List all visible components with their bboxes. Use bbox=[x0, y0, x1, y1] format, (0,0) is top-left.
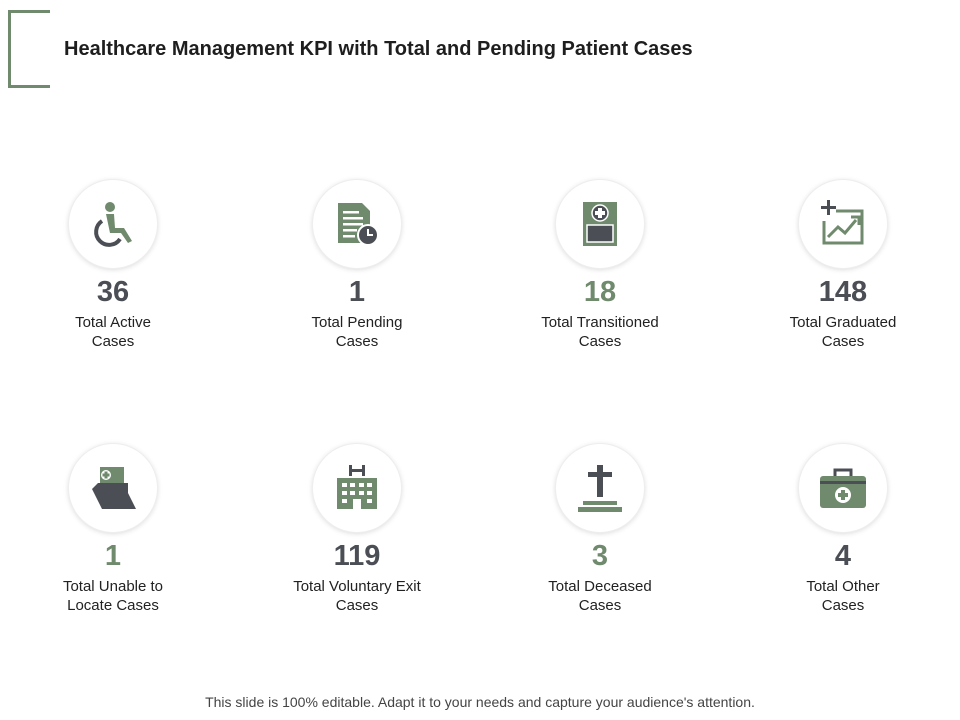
icon-circle bbox=[799, 444, 887, 532]
kpi-total-graduated: 148 Total Graduated Cases bbox=[743, 180, 943, 351]
kpi-total-other: 4 Total Other Cases bbox=[743, 444, 943, 615]
page-title: Healthcare Management KPI with Total and… bbox=[64, 38, 693, 60]
medical-folder-icon bbox=[92, 467, 136, 509]
kpi-value: 18 bbox=[583, 276, 617, 308]
kpi-total-deceased: 3 Total Deceased Cases bbox=[500, 444, 700, 615]
title-bracket-decoration bbox=[8, 10, 50, 88]
kpi-label: Total Deceased Cases bbox=[548, 578, 652, 614]
kpi-label: Total Pending Cases bbox=[311, 314, 403, 350]
kpi-total-voluntary-exit: 119 Total Voluntary Exit Cases bbox=[257, 444, 457, 615]
icon-circle bbox=[69, 180, 157, 268]
kpi-label: Total Active Cases bbox=[75, 314, 151, 350]
grave-cross-icon bbox=[578, 465, 622, 512]
icon-circle bbox=[556, 180, 644, 268]
kpi-label: Total Transitioned Cases bbox=[541, 314, 659, 350]
kpi-total-active: 36 Total Active Cases bbox=[13, 180, 213, 351]
kpi-value: 148 bbox=[818, 276, 868, 308]
icon-circle bbox=[799, 180, 887, 268]
kpi-total-unable-to-locate: 1 Total Unable to Locate Cases bbox=[13, 444, 213, 615]
first-aid-kit-icon bbox=[820, 468, 866, 508]
kpi-total-transitioned: 18 Total Transitioned Cases bbox=[500, 180, 700, 351]
kpi-value: 1 bbox=[348, 276, 366, 308]
kpi-value: 1 bbox=[104, 540, 122, 572]
kpi-value: 36 bbox=[96, 276, 130, 308]
icon-circle bbox=[556, 444, 644, 532]
kpi-label: Total Unable to Locate Cases bbox=[62, 578, 164, 614]
kpi-value: 3 bbox=[591, 540, 609, 572]
kpi-label: Total Other Cases bbox=[806, 578, 880, 614]
document-clock-icon bbox=[338, 203, 379, 246]
hospital-icon bbox=[337, 465, 377, 509]
kpi-value: 119 bbox=[333, 540, 381, 572]
kpi-label: Total Voluntary Exit Cases bbox=[293, 578, 421, 614]
medical-card-icon bbox=[583, 202, 617, 246]
kpi-total-pending: 1 Total Pending Cases bbox=[257, 180, 457, 351]
icon-circle bbox=[313, 180, 401, 268]
footer-note: This slide is 100% editable. Adapt it to… bbox=[205, 694, 755, 710]
icon-circle bbox=[313, 444, 401, 532]
wheelchair-icon bbox=[94, 202, 132, 247]
kpi-label: Total Graduated Cases bbox=[789, 314, 897, 350]
icon-circle bbox=[69, 444, 157, 532]
growth-chart-icon bbox=[821, 200, 864, 245]
kpi-value: 4 bbox=[834, 540, 852, 572]
